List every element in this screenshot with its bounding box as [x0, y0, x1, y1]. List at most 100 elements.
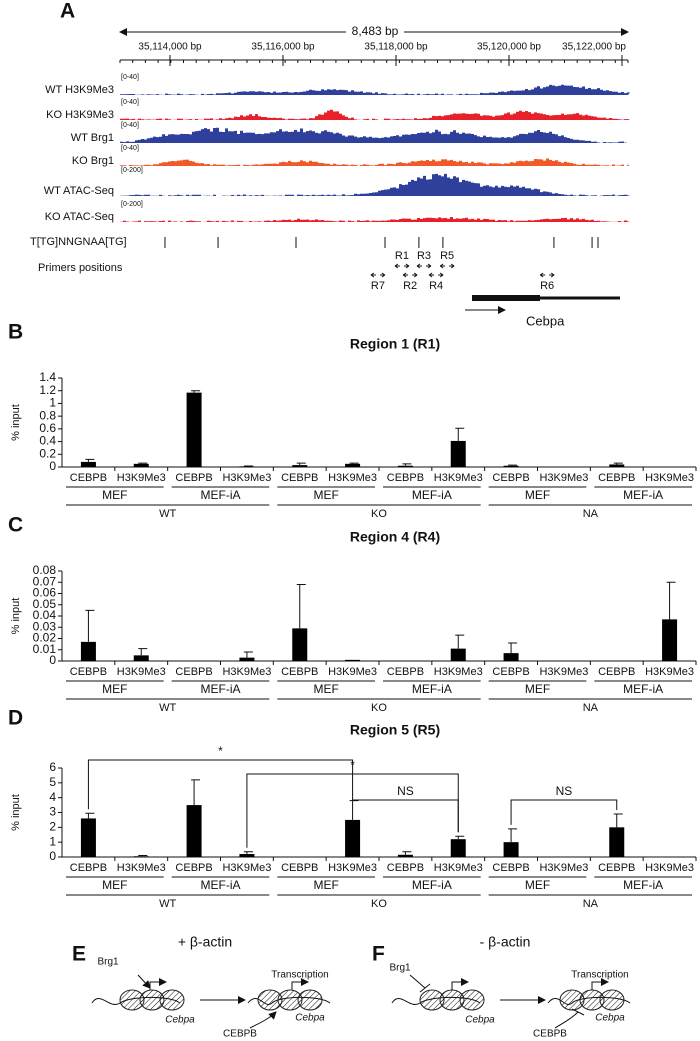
y-tick-label: 3 — [49, 805, 56, 819]
bar — [450, 839, 466, 857]
x-tick-label: CEBPB — [492, 862, 529, 874]
x-tick-label: H3K9Me3 — [222, 862, 271, 874]
bar — [80, 818, 96, 857]
transcription-label: Transcription — [571, 970, 628, 981]
nucleosome — [599, 989, 625, 1011]
x-tick-label: H3K9Me3 — [434, 472, 483, 484]
track-signal — [120, 173, 630, 196]
y-tick-label: 1.2 — [39, 383, 56, 397]
track-signal — [120, 217, 630, 222]
primer — [402, 272, 418, 278]
nucleosome — [159, 989, 185, 1011]
error-bar — [85, 812, 95, 819]
x-tick-label: CEBPB — [387, 666, 424, 678]
bar — [450, 648, 466, 661]
y-tick-label: 0.03 — [33, 619, 57, 633]
x-tick-label: 35,122,000 bp — [562, 42, 626, 53]
x-tick-label: H3K9Me3 — [117, 666, 166, 678]
x-tick-label: CEBPB — [281, 472, 318, 484]
primer-label: R2 — [403, 280, 417, 292]
bar — [450, 440, 466, 467]
tss-arrow — [451, 978, 469, 990]
track-range: [0-40] — [121, 122, 139, 129]
error-bar — [138, 462, 148, 464]
x-tick-label: H3K9Me3 — [645, 666, 694, 678]
condition-label: - β-actin — [480, 934, 531, 950]
primer — [394, 263, 410, 269]
condition-label: + β-actin — [178, 934, 232, 950]
error-bar — [296, 584, 306, 629]
x-tick-label: CEBPB — [70, 862, 107, 874]
y-tick-label: 0.4 — [39, 434, 56, 448]
gene-label: Cebpa — [465, 1015, 495, 1026]
x-tick-label: H3K9Me3 — [645, 862, 694, 874]
error-bar — [243, 651, 253, 658]
panel-label: B — [8, 321, 23, 344]
gene-label: Cebpa — [295, 1013, 325, 1024]
y-axis-label: % input — [10, 794, 22, 831]
significance-label: * — [350, 758, 355, 772]
x-tick-label: CEBPB — [387, 862, 424, 874]
track-name: KO H3K9Me3 — [46, 109, 114, 121]
binder-label: CEBPB — [223, 1029, 257, 1040]
primer-label: R6 — [540, 280, 554, 292]
track-signal — [120, 127, 630, 143]
track-signal — [120, 158, 630, 166]
supergroup-label: NA — [583, 898, 599, 910]
x-tick-label: CEBPB — [175, 862, 212, 874]
panel-label: E — [72, 943, 86, 966]
panel-label: C — [8, 514, 23, 537]
bar — [609, 827, 625, 857]
error-bar — [508, 642, 518, 654]
group-label: MEF — [525, 488, 550, 502]
factor-label: Brg1 — [389, 963, 411, 974]
bar — [292, 628, 308, 661]
x-tick-label: 35,120,000 bp — [477, 42, 541, 53]
error-bar — [613, 462, 623, 465]
y-tick-label: 5 — [49, 775, 56, 789]
supergroup-label: NA — [583, 702, 599, 714]
bar — [80, 641, 96, 661]
error-bar — [191, 779, 201, 806]
bar — [345, 463, 361, 467]
group-label: MEF — [525, 682, 550, 696]
x-tick-label: CEBPB — [281, 666, 318, 678]
x-tick-label: CEBPB — [598, 472, 635, 484]
error-bar — [138, 855, 148, 857]
track-name: WT H3K9Me3 — [45, 84, 114, 96]
supergroup-label: WT — [159, 898, 176, 910]
group-label: MEF-iA — [201, 682, 241, 696]
motif-label: T[TG]NNGNAA[TG] — [30, 236, 127, 248]
group-label: MEF-iA — [201, 878, 241, 892]
y-tick-label: 0.06 — [33, 586, 57, 600]
y-tick-label: 1.4 — [39, 370, 56, 384]
y-tick-label: 1 — [49, 396, 56, 410]
scale-label-bg — [346, 24, 404, 40]
primer-label: R5 — [440, 250, 454, 262]
bar — [186, 805, 202, 857]
track-range: [0-40] — [121, 74, 139, 81]
y-tick-label: 0.6 — [39, 421, 56, 435]
x-tick-label: H3K9Me3 — [539, 862, 588, 874]
y-axis-label: % input — [10, 598, 22, 635]
primer-label: R1 — [395, 250, 409, 262]
group-label: MEF — [313, 682, 338, 696]
x-tick-label: H3K9Me3 — [328, 472, 377, 484]
y-tick-label: 0.02 — [33, 631, 57, 645]
x-tick-label: CEBPB — [387, 472, 424, 484]
x-tick-label: 35,118,000 bp — [364, 42, 428, 53]
bar — [186, 392, 202, 467]
bar — [239, 466, 255, 467]
panel-label: A — [60, 0, 75, 23]
track-name: WT Brg1 — [71, 132, 114, 144]
group-label: MEF-iA — [201, 488, 241, 502]
y-tick-label: 0 — [49, 459, 56, 473]
bar — [133, 856, 149, 857]
y-tick-label: 1 — [49, 834, 56, 848]
error-bar — [402, 463, 412, 466]
bar — [662, 619, 678, 661]
track-name: KO Brg1 — [72, 155, 114, 167]
group-label: MEF — [313, 878, 338, 892]
error-bar — [138, 648, 148, 656]
